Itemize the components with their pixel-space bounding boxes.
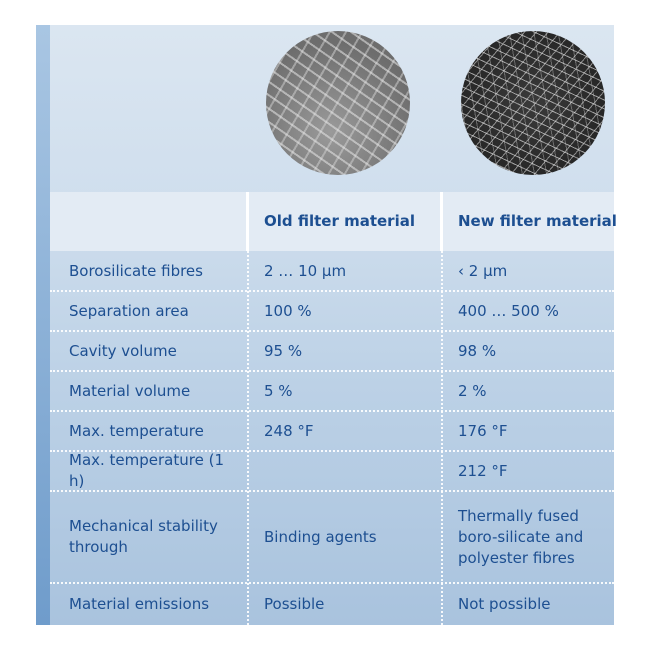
row-divider	[50, 582, 614, 584]
table-cell-old: 248 °F	[264, 411, 434, 451]
cell-text: Cavity volume	[69, 341, 177, 360]
cell-text: Material emissions	[69, 594, 210, 613]
row-divider	[50, 410, 614, 412]
cell-text: Borosilicate fibres	[69, 261, 203, 280]
new-filter-material-image	[461, 31, 605, 175]
table-cell-old: 95 %	[264, 331, 434, 371]
table-cell-new: 212 °F	[458, 451, 614, 491]
cell-text: Not possible	[458, 594, 551, 613]
cell-text: 2 %	[458, 381, 487, 400]
row-divider	[50, 290, 614, 292]
cell-text: 212 °F	[458, 461, 508, 480]
row-divider	[50, 490, 614, 492]
column-divider	[247, 251, 249, 625]
table-cell-old: Possible	[264, 583, 434, 625]
table-cell-new: 176 °F	[458, 411, 614, 451]
cell-text: 95 %	[264, 341, 303, 360]
cell-text: ‹ 2 µm	[458, 261, 508, 280]
cell-text: 5 %	[264, 381, 293, 400]
table-header-row	[50, 192, 614, 251]
table-cell-label: Max. temperature	[69, 411, 239, 451]
cell-text: 176 °F	[458, 421, 508, 440]
column-divider	[246, 192, 249, 251]
table-cell-label: Separation area	[69, 291, 239, 331]
table-cell-label: Mechanical stability through	[69, 491, 239, 583]
row-divider	[50, 450, 614, 452]
cell-text: Possible	[264, 594, 325, 613]
table-cell-label: Borosilicate fibres	[69, 251, 239, 291]
table-cell-label: Material volume	[69, 371, 239, 411]
row-divider	[50, 370, 614, 372]
table-cell-new: 98 %	[458, 331, 614, 371]
column-divider	[441, 251, 443, 625]
cell-text: Mechanical stability through	[69, 517, 218, 556]
table-cell-old	[264, 451, 434, 491]
table-cell-label: Cavity volume	[69, 331, 239, 371]
cell-text: 248 °F	[264, 421, 314, 440]
cell-text: Max. temperature (1 h)	[69, 451, 224, 490]
table-cell-old: 2 … 10 µm	[264, 251, 434, 291]
header-new-filter-material: New filter material	[458, 212, 617, 230]
cell-text: Material volume	[69, 381, 191, 400]
cell-text: Max. temperature	[69, 421, 204, 440]
table-cell-old: 100 %	[264, 291, 434, 331]
table-cell-label: Material emissions	[69, 583, 239, 625]
table-cell-new: Thermally fused boro-silicate and polyes…	[458, 491, 614, 583]
table-cell-new: 2 %	[458, 371, 614, 411]
table-cell-old: Binding agents	[264, 491, 434, 583]
cell-text: Thermally fused boro-silicate and polyes…	[458, 506, 584, 567]
cell-text: 98 %	[458, 341, 497, 360]
table-cell-label: Max. temperature (1 h)	[69, 451, 239, 491]
cell-text: 100 %	[264, 301, 312, 320]
side-accent-strip	[36, 25, 50, 625]
header-old-filter-material: Old filter material	[264, 212, 415, 230]
table-cell-new: 400 … 500 %	[458, 291, 614, 331]
table-cell-new: Not possible	[458, 583, 614, 625]
cell-text: Separation area	[69, 301, 189, 320]
cell-text: 2 … 10 µm	[264, 261, 347, 280]
table-cell-old: 5 %	[264, 371, 434, 411]
row-divider	[50, 330, 614, 332]
column-divider	[440, 192, 443, 251]
cell-text: 400 … 500 %	[458, 301, 559, 320]
table-cell-new: ‹ 2 µm	[458, 251, 614, 291]
cell-text: Binding agents	[264, 527, 377, 546]
old-filter-material-image	[266, 31, 410, 175]
